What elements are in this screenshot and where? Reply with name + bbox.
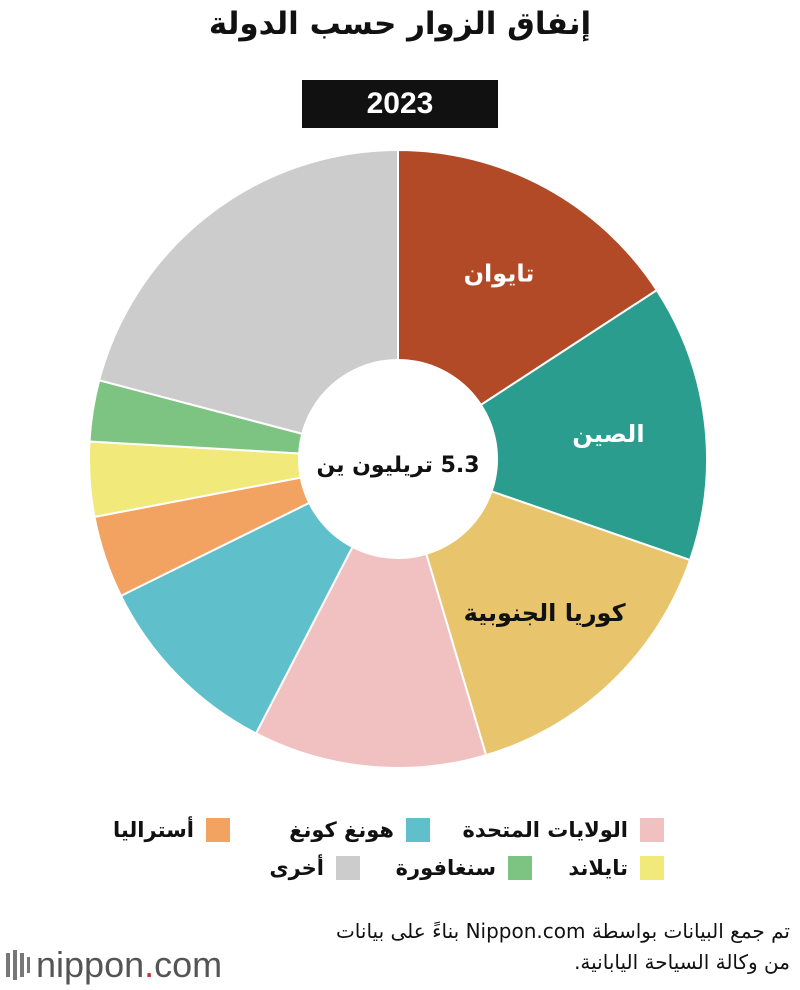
legend-swatch: [406, 818, 430, 842]
nippon-logo: nippon. com: [4, 944, 222, 986]
slice-label-2: كوريا الجنوبية: [464, 599, 626, 627]
logo-name: nippon: [36, 944, 145, 985]
pie-slice-8: [97, 148, 399, 461]
chart-slice-labels: تايوان الصين كوريا الجنوبية: [464, 260, 645, 628]
year-badge: 2023: [302, 80, 498, 128]
legend-swatch: [640, 856, 664, 880]
logo-dot: .: [144, 944, 155, 985]
legend-item-united-states: الولايات المتحدة: [463, 818, 664, 842]
legend-label: تايلاند: [568, 856, 628, 880]
legend-item-others: أخرى: [269, 856, 360, 880]
legend-label: أستراليا: [112, 818, 194, 842]
source-line-1: تم جمع البيانات بواسطة Nippon.com بناءً …: [335, 919, 790, 943]
legend-item-australia: أستراليا: [113, 818, 230, 842]
source-note: تم جمع البيانات بواسطة Nippon.com بناءً …: [230, 916, 790, 978]
nippon-logo-icon: [6, 950, 30, 980]
legend-swatch: [640, 818, 664, 842]
pie-slice-1: [395, 288, 708, 562]
legend-swatch: [206, 818, 230, 842]
legend-swatch: [336, 856, 360, 880]
source-line-2: من وكالة السياحة اليابانية.: [574, 950, 790, 974]
slice-label-1: الصين: [572, 420, 644, 448]
logo-domain: com: [154, 944, 223, 985]
donut-hole: [298, 359, 498, 559]
legend-label: أخرى: [269, 856, 324, 880]
pie-slice-3: [254, 456, 488, 769]
chart-title: إنفاق الزوار حسب الدولة: [208, 6, 592, 42]
legend-item-hong-kong: هونغ كونغ: [289, 818, 430, 842]
legend-label: سنغافورة: [395, 856, 496, 880]
center-total-label: 5.3 تريليون ين: [316, 453, 479, 478]
legend-swatch: [508, 856, 532, 880]
slice-label-0: تايوان: [464, 260, 535, 288]
legend-item-thailand: تايلاند: [568, 856, 664, 880]
chart-slices: [88, 148, 708, 769]
legend-label: هونغ كونغ: [289, 818, 394, 842]
pie-slice-0: [397, 148, 659, 461]
pie-slice-2: [396, 457, 692, 757]
legend-label: الولايات المتحدة: [462, 818, 628, 842]
legend-item-singapore: سنغافورة: [396, 856, 532, 880]
